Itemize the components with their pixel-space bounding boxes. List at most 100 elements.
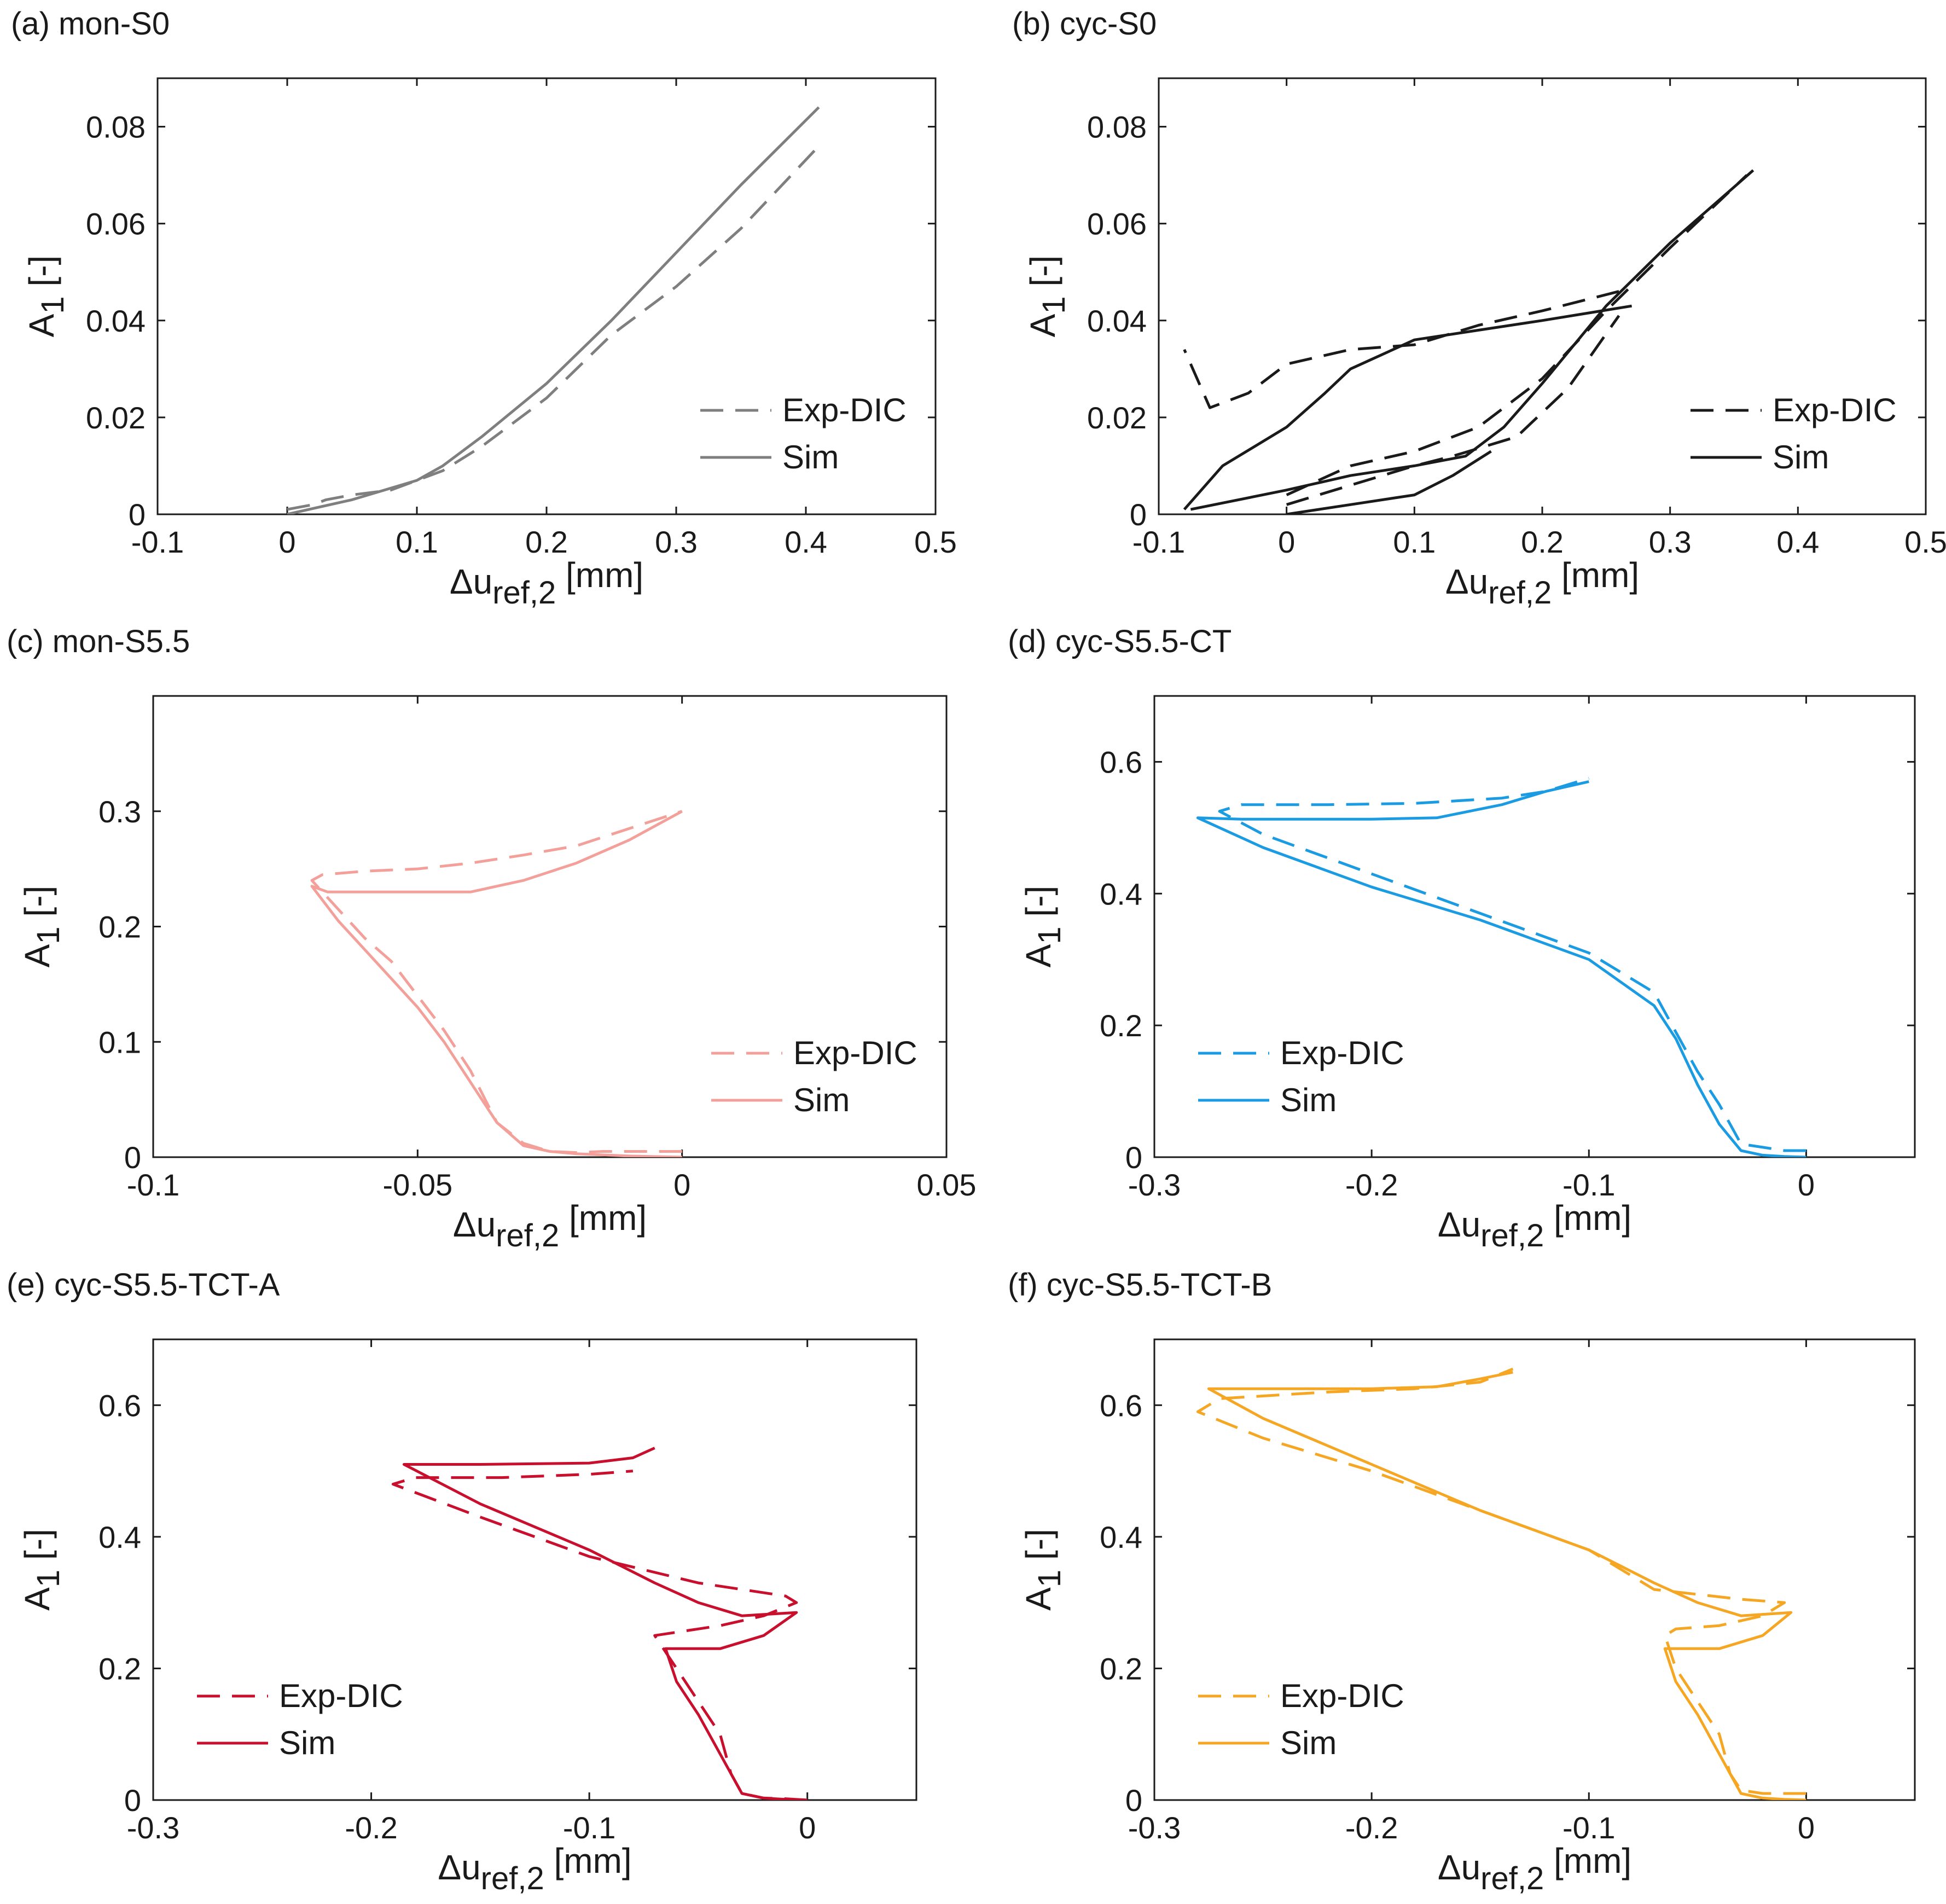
x-tick-label: -0.1	[1562, 1168, 1616, 1202]
y-tick-label: 0.06	[1087, 207, 1147, 241]
y-tick-label: 0.2	[98, 1651, 141, 1686]
series-line-sim	[1196, 780, 1806, 1157]
series-line-sim	[1183, 169, 1755, 514]
series-line-exp-dic	[1183, 174, 1748, 506]
x-tick-label: -0.3	[1128, 1168, 1181, 1202]
plot-frame	[1153, 695, 1916, 1158]
y-tick-label: 0.6	[1100, 1388, 1142, 1423]
x-axis-label: Δuref,2 [mm]	[453, 1198, 647, 1253]
x-tick-label: 0	[1798, 1810, 1815, 1845]
legend: Exp-DIC Sim	[711, 1035, 917, 1118]
y-tick-label: 0.08	[86, 110, 146, 144]
x-tick-label: -0.1	[1132, 525, 1186, 559]
series-line-exp-dic	[310, 810, 683, 1154]
y-axis-label: A1 [-]	[1019, 886, 1067, 968]
series-line-exp-dic	[287, 145, 820, 511]
x-axis-label: Δuref,2 [mm]	[1438, 1841, 1631, 1896]
y-tick-label: 0.04	[1087, 304, 1147, 338]
legend-label: Exp-DIC	[793, 1035, 917, 1071]
y-axis-label: A1 [-]	[1019, 1529, 1067, 1611]
y-tick-label: 0.4	[1100, 1520, 1142, 1554]
x-tick-label: 0.2	[525, 525, 568, 559]
y-tick-label: 0.6	[1100, 745, 1142, 779]
x-tick-label: 0.05	[917, 1168, 977, 1202]
x-tick-label: -0.05	[383, 1168, 453, 1202]
plot-frame	[1153, 1338, 1916, 1801]
y-tick-label: 0.08	[1087, 110, 1147, 144]
series-line-exp-dic	[1218, 777, 1806, 1152]
y-axis-label: A1 [-]	[22, 256, 71, 338]
y-axis-label: A1 [-]	[1023, 256, 1072, 338]
legend: Exp-DIC Sim	[1691, 392, 1897, 475]
y-tick-label: 0.06	[86, 207, 146, 241]
chart-title: (e) cyc-S5.5-TCT-A	[7, 1267, 280, 1303]
x-tick-label: 0.3	[1649, 525, 1692, 559]
y-tick-label: 0.4	[1100, 876, 1142, 911]
y-tick-label: 0	[129, 497, 146, 532]
legend-label: Sim	[279, 1725, 335, 1761]
legend-label: Exp-DIC	[279, 1677, 403, 1714]
chart-title: (a) mon-S0	[11, 6, 170, 42]
legend-label: Sim	[782, 439, 839, 475]
legend-label: Sim	[1773, 439, 1829, 475]
series-line-sim	[287, 106, 820, 514]
x-tick-label: 0	[1798, 1168, 1815, 1202]
x-tick-label: 0.5	[1904, 525, 1946, 559]
series-line-sim	[310, 810, 683, 1157]
y-tick-label: 0.02	[86, 400, 146, 435]
chart-title: (d) cyc-S5.5-CT	[1008, 624, 1232, 659]
legend: Exp-DIC Sim	[1198, 1035, 1404, 1118]
legend-label: Sim	[1280, 1082, 1337, 1118]
legend: Exp-DIC Sim	[1198, 1677, 1404, 1761]
x-tick-label: -0.1	[127, 1168, 180, 1202]
legend: Exp-DIC Sim	[197, 1677, 403, 1761]
x-tick-label: 0.1	[396, 525, 438, 559]
y-tick-label: 0	[1130, 497, 1147, 532]
legend: Exp-DIC Sim	[700, 392, 907, 475]
y-tick-label: 0.3	[98, 794, 141, 829]
legend-label: Sim	[1280, 1725, 1337, 1761]
chart-panel-e: (e) cyc-S5.5-TCT-A -0.3 -0.2 -0.1 0 0 0.2 0.4 0.…	[7, 1267, 917, 1896]
chart-panel-d: (d) cyc-S5.5-CT -0.3 -0.2 -0.1 0 0 0.2 0.4 0.6 Δu…	[1008, 624, 1916, 1253]
plot-frame	[152, 1338, 917, 1801]
y-axis-label: A1 [-]	[18, 886, 66, 968]
legend-label: Exp-DIC	[1280, 1035, 1404, 1071]
y-tick-label: 0.4	[98, 1520, 141, 1554]
x-axis-label: Δuref,2 [mm]	[438, 1841, 631, 1896]
x-tick-label: 0	[799, 1810, 816, 1845]
y-tick-label: 0	[124, 1783, 141, 1818]
x-tick-label: -0.1	[1562, 1810, 1616, 1845]
x-axis-label: Δuref,2 [mm]	[1438, 1198, 1631, 1253]
y-tick-label: 0.04	[86, 304, 146, 338]
x-tick-label: -0.1	[563, 1810, 616, 1845]
x-tick-label: -0.2	[1345, 1810, 1398, 1845]
x-tick-label: -0.2	[1345, 1168, 1398, 1202]
y-tick-label: 0	[124, 1140, 141, 1175]
series-line-exp-dic	[391, 1470, 808, 1800]
chart-title: (c) mon-S5.5	[7, 624, 190, 659]
y-tick-label: 0.02	[1087, 400, 1147, 435]
legend-label: Exp-DIC	[1280, 1677, 1404, 1714]
x-tick-label: 0.5	[914, 525, 957, 559]
y-tick-label: 0.2	[1100, 1651, 1142, 1686]
y-tick-label: 0.1	[98, 1025, 141, 1059]
y-tick-label: 0.6	[98, 1388, 141, 1423]
chart-panel-c: (c) mon-S5.5 -0.1 -0.05 0 0.05 0 0.1 0.2 0.3 Δure…	[7, 624, 977, 1253]
x-axis-label: Δuref,2 [mm]	[450, 555, 643, 611]
x-tick-label: -0.3	[127, 1810, 180, 1845]
x-tick-label: -0.1	[131, 525, 184, 559]
chart-panel-a: (a) mon-S0-0.1 0 0.1 0.2 0.3 0.4 0.500.020.040…	[11, 6, 957, 611]
legend-label: Exp-DIC	[1773, 392, 1897, 428]
y-tick-label: 0	[1125, 1783, 1142, 1818]
x-tick-label: 0.4	[1776, 525, 1819, 559]
series-line-sim	[402, 1447, 808, 1800]
x-tick-label: -0.2	[345, 1810, 398, 1845]
y-tick-label: 0	[1125, 1140, 1142, 1175]
x-tick-label: 0.2	[1521, 525, 1564, 559]
chart-title: (b) cyc-S0	[1012, 6, 1157, 42]
series-line-sim	[1207, 1371, 1806, 1800]
x-tick-label: 0	[278, 525, 295, 559]
x-axis-label: Δuref,2 [mm]	[1445, 555, 1639, 611]
x-tick-label: -0.3	[1128, 1810, 1181, 1845]
